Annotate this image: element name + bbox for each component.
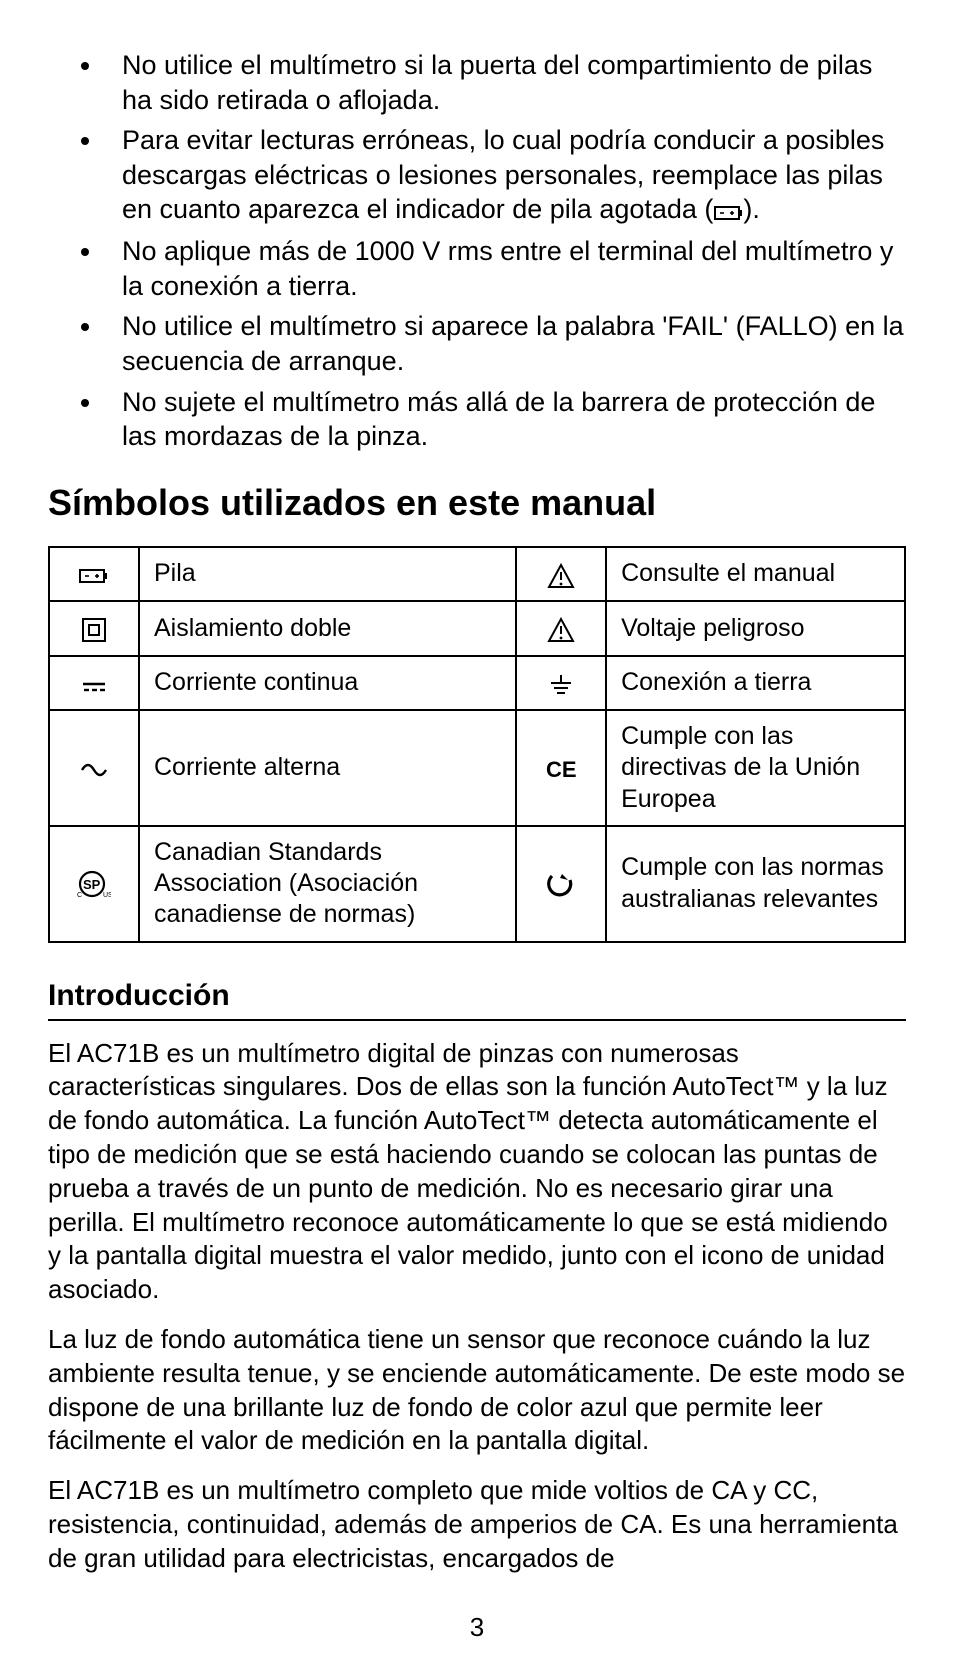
csa-icon (77, 868, 111, 898)
bullet-item: Para evitar lecturas erróneas, lo cual p… (104, 123, 906, 228)
ac-icon (79, 753, 109, 783)
warning-bullet-list: No utilice el multímetro si la puerta de… (48, 48, 906, 454)
bullet-text: No aplique más de 1000 V rms entre el te… (122, 236, 893, 301)
ctick-icon (546, 868, 576, 898)
symbol-cell (49, 547, 139, 602)
symbol-label: Cumple con las directivas de la Unión Eu… (606, 710, 905, 826)
intro-paragraph: La luz de fondo automática tiene un sens… (48, 1323, 906, 1458)
table-row: Aislamiento doble Voltaje peligroso (49, 601, 905, 656)
table-row: Corriente alterna Cumple con las directi… (49, 710, 905, 826)
symbol-label: Conexión a tierra (606, 656, 905, 711)
symbol-label: Corriente continua (139, 656, 516, 711)
intro-heading: Introducción (48, 979, 906, 1021)
symbol-label: Voltaje peligroso (606, 601, 905, 656)
symbol-label: Corriente alterna (139, 710, 516, 826)
page-number: 3 (48, 1612, 906, 1643)
symbols-heading: Símbolos utilizados en este manual (48, 482, 906, 524)
symbol-label: Pila (139, 547, 516, 602)
symbol-cell (516, 826, 606, 942)
table-row: Canadian Standards Association (Asociaci… (49, 826, 905, 942)
symbol-label: Cumple con las normas australianas relev… (606, 826, 905, 942)
symbol-cell (49, 826, 139, 942)
bullet-text: No sujete el multímetro más allá de la b… (122, 387, 875, 452)
ce-icon (546, 753, 576, 783)
symbol-cell (516, 656, 606, 711)
symbol-cell (516, 601, 606, 656)
bullet-text: No utilice el multímetro si la puerta de… (122, 50, 872, 115)
symbol-cell (49, 601, 139, 656)
intro-paragraph: El AC71B es un multímetro completo que m… (48, 1474, 906, 1575)
bullet-item: No sujete el multímetro más allá de la b… (104, 385, 906, 454)
table-row: Pila Consulte el manual (49, 547, 905, 602)
symbols-table: Pila Consulte el manual Aislamiento dobl… (48, 546, 906, 943)
symbol-label: Aislamiento doble (139, 601, 516, 656)
warning-icon (547, 613, 575, 643)
manual-page: No utilice el multímetro si la puerta de… (0, 0, 954, 1673)
battery-icon (713, 194, 743, 229)
battery-icon (78, 559, 110, 589)
symbol-cell (516, 710, 606, 826)
table-row: Corriente continua Conexión a tierra (49, 656, 905, 711)
warning-icon (547, 559, 575, 589)
intro-paragraph: El AC71B es un multímetro digital de pin… (48, 1037, 906, 1307)
bullet-item: No utilice el multímetro si aparece la p… (104, 309, 906, 378)
bullet-text: Para evitar lecturas erróneas, lo cual p… (122, 125, 884, 224)
bullet-item: No aplique más de 1000 V rms entre el te… (104, 234, 906, 303)
symbol-label: Consulte el manual (606, 547, 905, 602)
double-insulation-icon (80, 613, 108, 643)
ground-icon (547, 668, 575, 698)
symbol-cell (49, 656, 139, 711)
bullet-item: No utilice el multímetro si la puerta de… (104, 48, 906, 117)
symbol-cell (516, 547, 606, 602)
bullet-text: No utilice el multímetro si aparece la p… (122, 311, 904, 376)
dc-icon (79, 668, 109, 698)
symbol-cell (49, 710, 139, 826)
symbol-label: Canadian Standards Association (Asociaci… (139, 826, 516, 942)
